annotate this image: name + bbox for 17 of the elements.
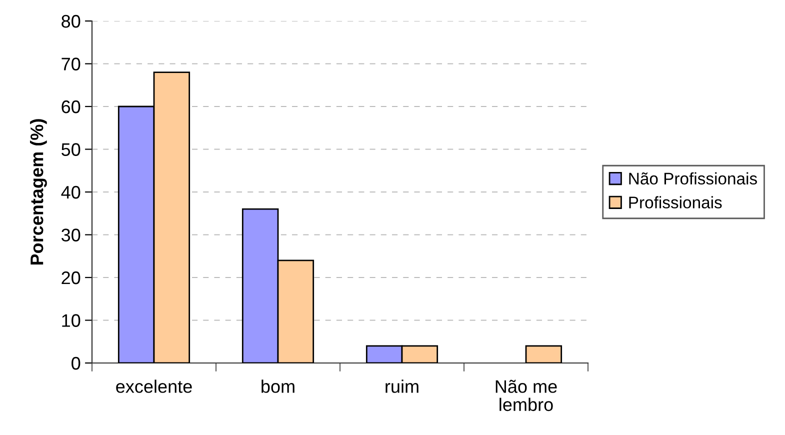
y-tick-label: 20 xyxy=(62,271,80,284)
y-tick-label: 80 xyxy=(62,14,80,28)
legend-label: Não Profissionais xyxy=(629,172,757,185)
y-tick-label: 10 xyxy=(62,314,80,327)
x-tick-label: excelente xyxy=(116,380,192,393)
bar xyxy=(525,345,562,363)
y-tick-label: 70 xyxy=(62,58,80,70)
x-tick-label: Não me lembro xyxy=(496,380,557,412)
x-tick-label: ruim xyxy=(386,380,418,393)
y-axis-title: Porcentagem (%) xyxy=(30,119,47,265)
y-tick-label: 30 xyxy=(61,228,80,242)
legend-label: Profissionais xyxy=(629,196,722,208)
y-tick-label: 40 xyxy=(61,186,80,199)
x-tick-label: bom xyxy=(262,380,294,393)
y-tick-label: 0 xyxy=(72,356,80,370)
y-tick-label: 50 xyxy=(62,143,80,156)
y-tick-label: 60 xyxy=(62,100,80,114)
